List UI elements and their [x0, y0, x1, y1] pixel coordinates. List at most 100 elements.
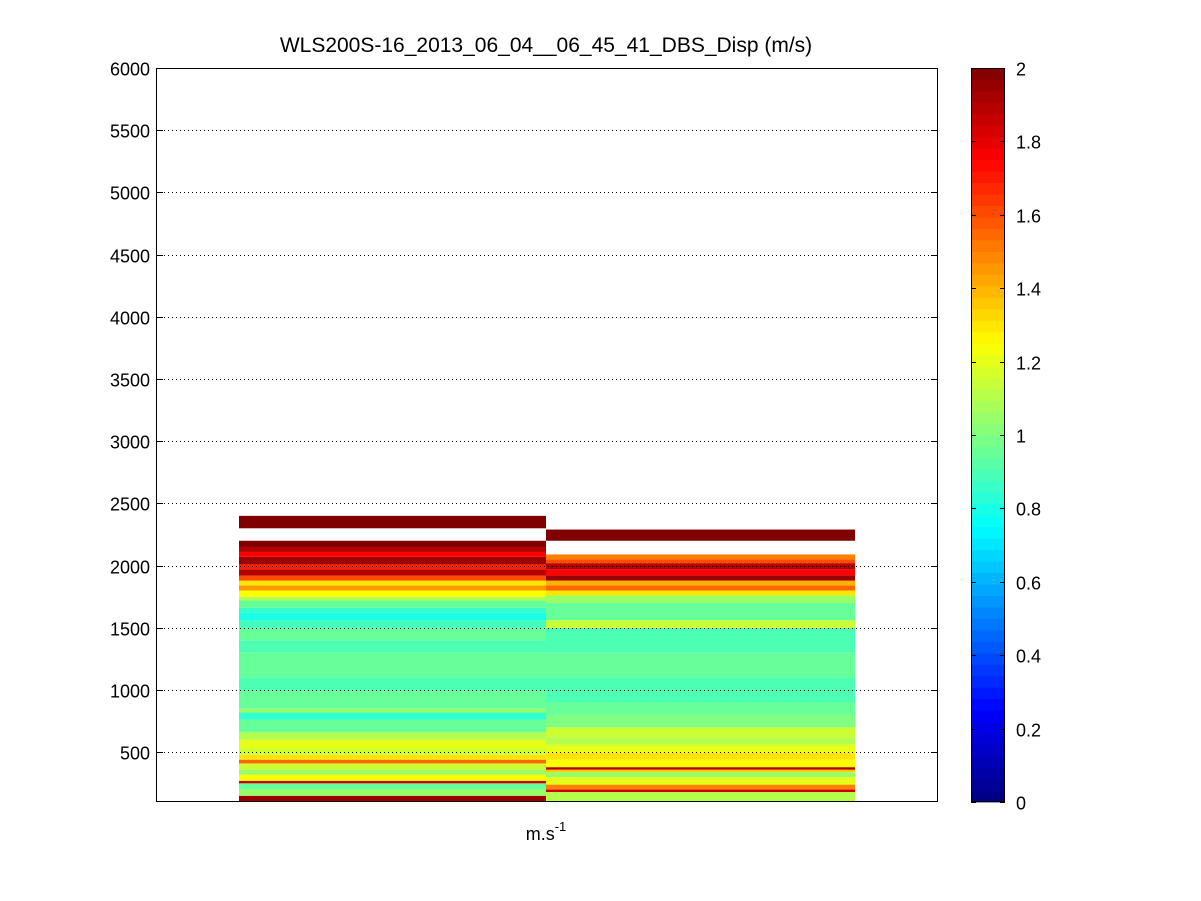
colorbar-tick-label: 1.4 [1016, 280, 1041, 300]
colorbar-swatch [971, 538, 1005, 551]
heatmap-cell [546, 769, 855, 773]
colorbar-swatch [971, 423, 1005, 436]
y-tick-label: 3000 [110, 433, 150, 453]
heatmap-cell [546, 767, 855, 770]
colorbar-swatch [971, 79, 1005, 92]
heatmap-cell [546, 569, 855, 576]
heatmap-cell [546, 575, 855, 581]
heatmap-cell [239, 690, 546, 709]
heatmap-cell [239, 754, 546, 760]
colorbar-swatch [971, 240, 1005, 252]
heatmap-cell [239, 789, 546, 796]
colorbar-swatch [971, 687, 1005, 700]
y-tick-label: 500 [120, 744, 150, 764]
colorbar-swatch [971, 733, 1005, 746]
heatmap-cell [239, 640, 546, 653]
colorbar-swatch [971, 779, 1005, 791]
colorbar-swatch [971, 68, 1005, 80]
colorbar-tick-label: 1 [1016, 427, 1026, 447]
colorbar-swatch [971, 400, 1005, 413]
colorbar-swatch [971, 480, 1005, 493]
colorbar-tick-label: 1.6 [1016, 207, 1041, 227]
colorbar-swatch [971, 721, 1005, 734]
x-axis-label-base: m.s [526, 824, 555, 844]
heatmap-cell [546, 529, 855, 541]
colorbar-swatch [971, 320, 1005, 333]
colorbar-tick-label: 0.6 [1016, 574, 1041, 594]
colorbar-swatch [971, 274, 1005, 287]
heatmap-cell [546, 784, 855, 790]
colorbar-swatch [971, 584, 1005, 596]
colorbar-swatch [971, 297, 1005, 310]
colorbar-swatch [971, 641, 1005, 654]
heatmap-cell [546, 777, 855, 785]
y-tick-label: 3500 [110, 371, 150, 391]
colorbar-tick-label: 0.4 [1016, 647, 1041, 667]
colorbar-swatch [971, 262, 1005, 275]
colorbar-swatch [971, 767, 1005, 780]
colorbar-swatch [971, 435, 1005, 447]
heatmap-cell [239, 600, 546, 608]
y-tick-label: 5500 [110, 122, 150, 142]
colorbar-swatch [971, 710, 1005, 723]
colorbar-swatch [971, 366, 1005, 379]
colorbar-swatch [971, 446, 1005, 459]
heatmap-cell [546, 752, 855, 760]
heatmap-cell [546, 620, 855, 628]
colorbar-swatch [971, 308, 1005, 321]
colorbar-swatch [971, 228, 1005, 241]
heatmap-cell [239, 774, 546, 781]
colorbar-swatch [971, 572, 1005, 585]
y-axis: 500 1000 1500 2000 2500 3000 3500 4000 4500 5000 5… [110, 60, 938, 764]
colorbar-tick-label: 0.8 [1016, 500, 1041, 520]
colorbar-swatch [971, 756, 1005, 768]
heatmap-cell [546, 580, 855, 586]
colorbar: 0 0.2 0.4 0.6 0.8 1 1.2 1.4 1.6 1.8 2 [971, 60, 1041, 814]
heatmap-cell [239, 748, 546, 755]
colorbar-swatch [971, 492, 1005, 505]
heatmap-cell [239, 620, 546, 628]
heatmap-cell [239, 780, 546, 784]
colorbar-swatch [971, 331, 1005, 344]
colorbar-swatch [971, 618, 1005, 631]
colorbar-swatch [971, 698, 1005, 711]
heatmap-cell [239, 708, 546, 713]
heatmap-cell [546, 772, 855, 778]
y-tick-label: 4000 [110, 309, 150, 329]
heatmap-cell [546, 714, 855, 728]
colorbar-swatch [971, 526, 1005, 539]
colorbar-swatch [971, 171, 1005, 184]
heatmap-cell [239, 556, 546, 565]
heatmap-cell [546, 759, 855, 768]
y-tick-label: 4500 [110, 247, 150, 267]
heatmap-cell [546, 744, 855, 753]
heatmap-cell [546, 727, 855, 738]
heatmap-cell [239, 612, 546, 621]
heatmap-cell [239, 546, 546, 552]
chart-title: WLS200S-16_2013_06_04__06_45_41_DBS_Disp… [280, 34, 812, 57]
heatmap-cell [239, 739, 546, 749]
heatmap-cell [546, 595, 855, 603]
heatmap-cell [239, 652, 546, 678]
colorbar-swatch [971, 469, 1005, 482]
colorbar-swatch [971, 790, 1005, 803]
colorbar-swatch [971, 744, 1005, 757]
colorbar-swatch [971, 503, 1005, 516]
colorbar-tick-label: 1.2 [1016, 354, 1041, 374]
plot-area [156, 68, 938, 802]
colorbar-tick-label: 2 [1016, 60, 1026, 80]
colorbar-swatch [971, 389, 1005, 401]
colorbar-swatch [971, 90, 1005, 103]
heatmap-cell [239, 575, 546, 581]
colorbar-swatch [971, 652, 1005, 665]
y-tick-label: 1500 [110, 620, 150, 640]
x-axis-label-superscript: -1 [555, 819, 567, 834]
heatmap-cell [239, 580, 546, 586]
colorbar-swatch [971, 377, 1005, 390]
colorbar-swatch [971, 205, 1005, 218]
colorbar-swatch [971, 354, 1005, 367]
heatmap-cell [546, 652, 855, 678]
y-tick-label: 2500 [110, 495, 150, 515]
colorbar-swatch [971, 664, 1005, 677]
colorbar-swatch [971, 595, 1005, 608]
